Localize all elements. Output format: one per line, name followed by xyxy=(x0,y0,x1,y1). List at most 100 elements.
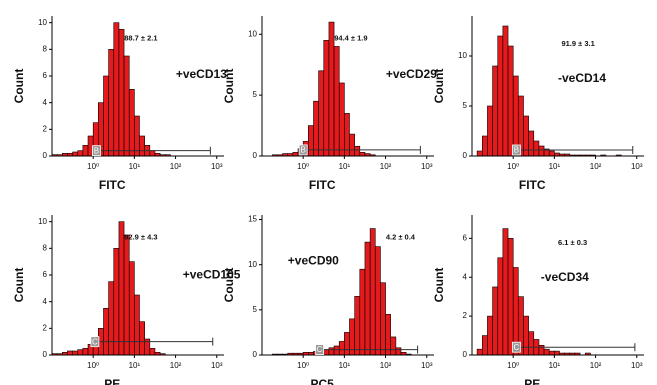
y-tick-label: 15 xyxy=(248,215,257,224)
panel: 0 2 4 6 8 10 10⁰ 10¹ 10² 10³ C PE Count 92.9 ± 4.3 +ve… xyxy=(12,215,241,385)
histogram-bar xyxy=(390,336,397,356)
y-tick-label: 6 xyxy=(43,71,48,80)
x-tick-label: 10² xyxy=(590,162,602,171)
histogram-bar xyxy=(380,282,386,356)
histogram-bar xyxy=(528,130,535,157)
annotation: 91.9 ± 3.1 xyxy=(561,39,594,48)
histogram-bar xyxy=(149,348,156,356)
histogram-bar xyxy=(354,295,361,356)
histogram-bar xyxy=(108,281,115,356)
y-axis-label: Count xyxy=(12,69,26,104)
y-tick-label: 0 xyxy=(43,151,48,160)
histogram-bar xyxy=(139,321,145,356)
histogram-bar xyxy=(359,268,366,356)
x-axis-label: PE xyxy=(524,377,540,385)
y-tick-label: 10 xyxy=(248,29,257,38)
histogram-bar xyxy=(538,145,545,157)
histogram-bar xyxy=(497,35,504,157)
x-tick-label: 10² xyxy=(170,361,182,370)
histogram-bar xyxy=(113,248,120,356)
y-tick-label: 8 xyxy=(43,243,48,252)
y-tick-label: 0 xyxy=(253,151,258,160)
panel: 0 2 4 6 8 10 10⁰ 10¹ 10² 10³ B FITC Count 88.7 ± 2.1 +… xyxy=(12,16,227,192)
histogram-bar xyxy=(67,350,73,356)
y-tick-label: 8 xyxy=(43,44,48,53)
marker-label: +veCD90 xyxy=(288,253,339,267)
y-tick-label: 0 xyxy=(463,350,468,359)
histogram-bar xyxy=(482,335,488,356)
histogram-bar xyxy=(395,347,402,356)
y-tick-label: 6 xyxy=(43,270,48,279)
gate-label-box xyxy=(512,144,521,156)
annotation: 6.1 ± 0.3 xyxy=(558,238,587,247)
histogram-bar xyxy=(333,345,340,356)
y-tick-label: 4 xyxy=(463,272,468,281)
histogram-bar xyxy=(502,25,509,157)
histogram-bar xyxy=(103,308,109,356)
histogram-bar xyxy=(72,151,79,157)
panel: 0 5 10 10⁰ 10¹ 10² 10³ B FITC Count 91.9 ± 3.1 -veC… xyxy=(432,16,644,192)
x-tick-label: 10³ xyxy=(211,162,223,171)
gate-label-box xyxy=(512,341,521,353)
histogram-bar xyxy=(502,228,509,356)
histogram-bar xyxy=(369,228,376,356)
histogram-bar xyxy=(134,294,140,356)
histogram-bar xyxy=(77,150,84,157)
histogram-bar xyxy=(323,40,330,157)
x-tick-label: 10² xyxy=(170,162,182,171)
gate-label: C xyxy=(514,343,520,352)
histogram-bar xyxy=(328,347,335,356)
panel: 0 5 10 10⁰ 10¹ 10² 10³ B FITC Count 94.4 ± 1.9 +veC… xyxy=(222,16,437,192)
histogram-bar xyxy=(118,29,125,157)
x-axis-label: FITC xyxy=(519,178,546,192)
histogram-bar xyxy=(108,49,115,157)
y-tick-label: 2 xyxy=(43,323,48,332)
histogram-bar xyxy=(338,82,345,157)
annotation: 92.9 ± 4.3 xyxy=(124,232,157,241)
x-tick-label: 10⁰ xyxy=(87,162,99,171)
histogram-bar xyxy=(333,46,340,157)
x-tick-label: 10¹ xyxy=(339,361,351,370)
histogram-bar xyxy=(482,135,488,157)
annotation: 94.4 ± 1.9 xyxy=(334,33,367,42)
histogram-bar xyxy=(118,221,125,356)
x-tick-label: 10³ xyxy=(421,162,433,171)
marker-label: -veCD14 xyxy=(558,71,606,85)
y-axis-label: Count xyxy=(432,268,446,303)
x-tick-label: 10⁰ xyxy=(87,361,99,370)
x-tick-label: 10² xyxy=(590,361,602,370)
x-tick-label: 10⁰ xyxy=(297,361,309,370)
panel: 0 5 10 15 10⁰ 10¹ 10² 10³ C PC5 Count 4.2 ± 0.4 +veC… xyxy=(222,215,434,385)
panel: 0 2 4 6 10⁰ 10¹ 10² 10³ C PE Count 6.1 ± 0.3 -veCD34 xyxy=(432,215,644,385)
histogram-bar xyxy=(512,75,519,157)
histogram-bar xyxy=(344,332,350,356)
histogram-bar xyxy=(307,125,314,157)
histogram-bar xyxy=(82,145,89,157)
y-tick-label: 10 xyxy=(248,260,257,269)
y-tick-label: 4 xyxy=(43,297,48,306)
histogram-bar xyxy=(103,75,109,157)
histogram-bar xyxy=(492,286,499,356)
y-axis-label: Count xyxy=(222,268,236,303)
y-tick-label: 2 xyxy=(463,311,468,320)
histogram-bar xyxy=(476,348,483,356)
x-axis-label: FITC xyxy=(99,178,126,192)
histogram-bar xyxy=(72,350,79,356)
y-tick-label: 5 xyxy=(463,101,468,110)
histogram-bar xyxy=(507,45,514,157)
histogram-bar xyxy=(487,315,493,356)
histogram-bar xyxy=(385,314,391,356)
x-tick-label: 10³ xyxy=(211,361,223,370)
histogram-bar xyxy=(548,150,555,157)
gate-label-box xyxy=(298,144,308,156)
histogram-bar xyxy=(476,150,483,157)
histogram-bar xyxy=(134,115,140,157)
x-tick-label: 10¹ xyxy=(549,361,561,370)
gate-label: C xyxy=(317,345,323,354)
y-tick-label: 0 xyxy=(463,151,468,160)
histogram-bar xyxy=(543,348,550,356)
gate-label-box xyxy=(315,344,324,355)
histogram-bar xyxy=(523,315,529,356)
marker-label: +veCD105 xyxy=(183,267,241,281)
histogram-bar xyxy=(128,261,135,356)
